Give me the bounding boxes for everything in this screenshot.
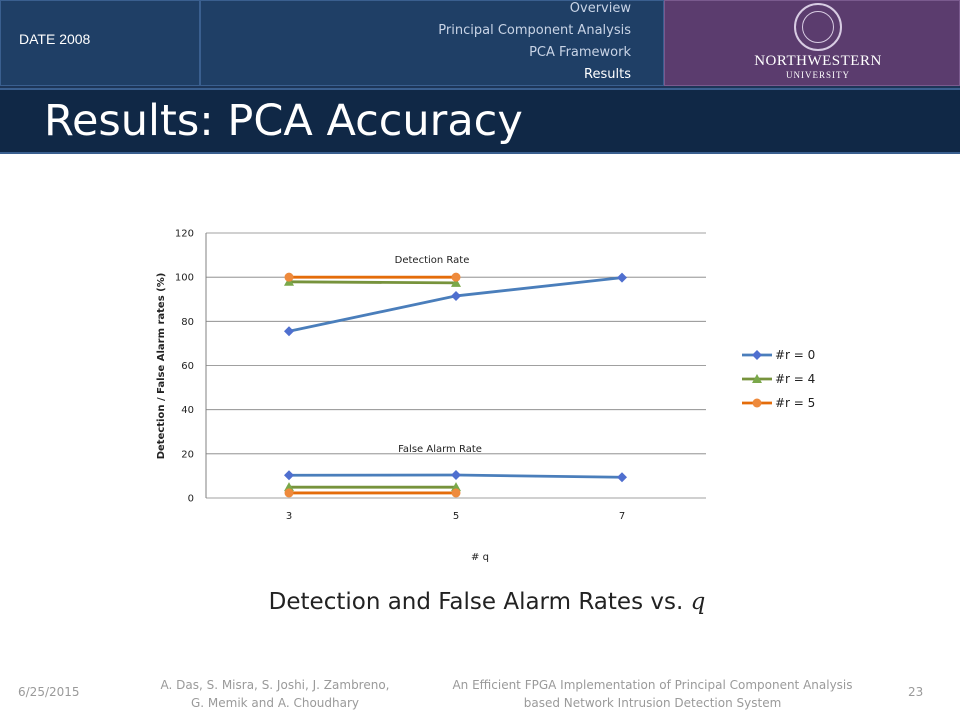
series-0-group-0-point-0 xyxy=(284,326,294,337)
footer-authors-line-1: A. Das, S. Misra, S. Joshi, J. Zambreno, xyxy=(160,678,390,692)
title-bar: Results: PCA Accuracy xyxy=(0,88,960,154)
section-nav: Overview Principal Component Analysis PC… xyxy=(200,0,664,86)
series-1-line-0 xyxy=(288,280,457,285)
nav-item-results[interactable]: Results xyxy=(584,67,631,82)
page-number: 23 xyxy=(908,685,924,699)
footer-authors-line-2: G. Memik and A. Choudhary xyxy=(190,696,359,710)
y-tick-label-100: 100 xyxy=(175,273,194,284)
footer-paper-title: An Efficient FPGA Implementation of Prin… xyxy=(420,676,885,712)
legend-marker-0 xyxy=(752,350,762,360)
series-0-group-1-point-0 xyxy=(284,470,294,481)
nav-item-overview[interactable]: Overview xyxy=(569,1,631,16)
series-0-group-0-point-2 xyxy=(617,272,627,283)
y-tick-label-60: 60 xyxy=(181,361,194,372)
university-seal-icon xyxy=(794,3,842,51)
nav-list: Overview Principal Component Analysis PC… xyxy=(438,0,631,86)
legend-marker-2 xyxy=(752,398,762,408)
legend-label-2: #r = 5 xyxy=(775,396,815,410)
legend-label-1: #r = 4 xyxy=(775,372,815,386)
nav-item-framework[interactable]: PCA Framework xyxy=(529,45,631,60)
series-0-group-1-point-1 xyxy=(451,470,461,481)
annotation-false-alarm-rate: False Alarm Rate xyxy=(398,444,482,455)
y-tick-label-120: 120 xyxy=(175,229,194,240)
slide-header: DATE 2008 Overview Principal Component A… xyxy=(0,0,960,88)
series-2-group-0-point-1 xyxy=(451,272,461,282)
chart-caption: Detection and False Alarm Rates vs. q xyxy=(0,589,960,615)
series-1-group-1-point-1 xyxy=(451,482,461,492)
x-tick-label-3: 3 xyxy=(286,511,292,522)
y-tick-label-40: 40 xyxy=(181,405,194,416)
caption-text: Detection and False Alarm Rates vs. xyxy=(268,589,684,615)
y-axis-title: Detection / False Alarm rates (%) xyxy=(156,273,167,460)
caption-variable: q xyxy=(690,589,706,615)
x-tick-label-7: 7 xyxy=(619,511,625,522)
x-axis-title: # q xyxy=(471,552,489,563)
logo-subtitle: UNIVERSITY xyxy=(786,70,850,80)
legend-label-0: #r = 0 xyxy=(775,348,815,362)
y-tick-label-0: 0 xyxy=(188,494,194,505)
series-0-group-1-point-2 xyxy=(617,472,627,483)
footer-date: 6/25/2015 xyxy=(18,685,80,699)
y-tick-label-80: 80 xyxy=(181,317,194,328)
conference-label: DATE 2008 xyxy=(19,31,91,47)
series-2-group-1-point-0 xyxy=(284,488,294,498)
series-0-group-0-point-1 xyxy=(451,290,461,301)
legend-marker-1 xyxy=(752,374,762,383)
footer-paper-line-1: An Efficient FPGA Implementation of Prin… xyxy=(452,678,853,692)
date-panel: DATE 2008 xyxy=(0,0,200,86)
series-2-group-1-point-1 xyxy=(451,488,461,498)
logo-name: NORTHWESTERN xyxy=(754,53,882,69)
series-2-group-0-point-0 xyxy=(284,272,294,282)
series-1-group-1-point-0 xyxy=(284,482,294,492)
footer-authors: A. Das, S. Misra, S. Joshi, J. Zambreno,… xyxy=(140,676,410,712)
slide-title: Results: PCA Accuracy xyxy=(44,96,523,146)
nav-item-pca[interactable]: Principal Component Analysis xyxy=(438,23,631,38)
annotation-detection-rate: Detection Rate xyxy=(395,255,470,266)
y-tick-label-20: 20 xyxy=(181,449,194,460)
x-tick-label-5: 5 xyxy=(453,511,459,522)
footer-paper-line-2: based Network Intrusion Detection System xyxy=(523,696,782,710)
series-1-group-0-point-1 xyxy=(451,277,461,287)
